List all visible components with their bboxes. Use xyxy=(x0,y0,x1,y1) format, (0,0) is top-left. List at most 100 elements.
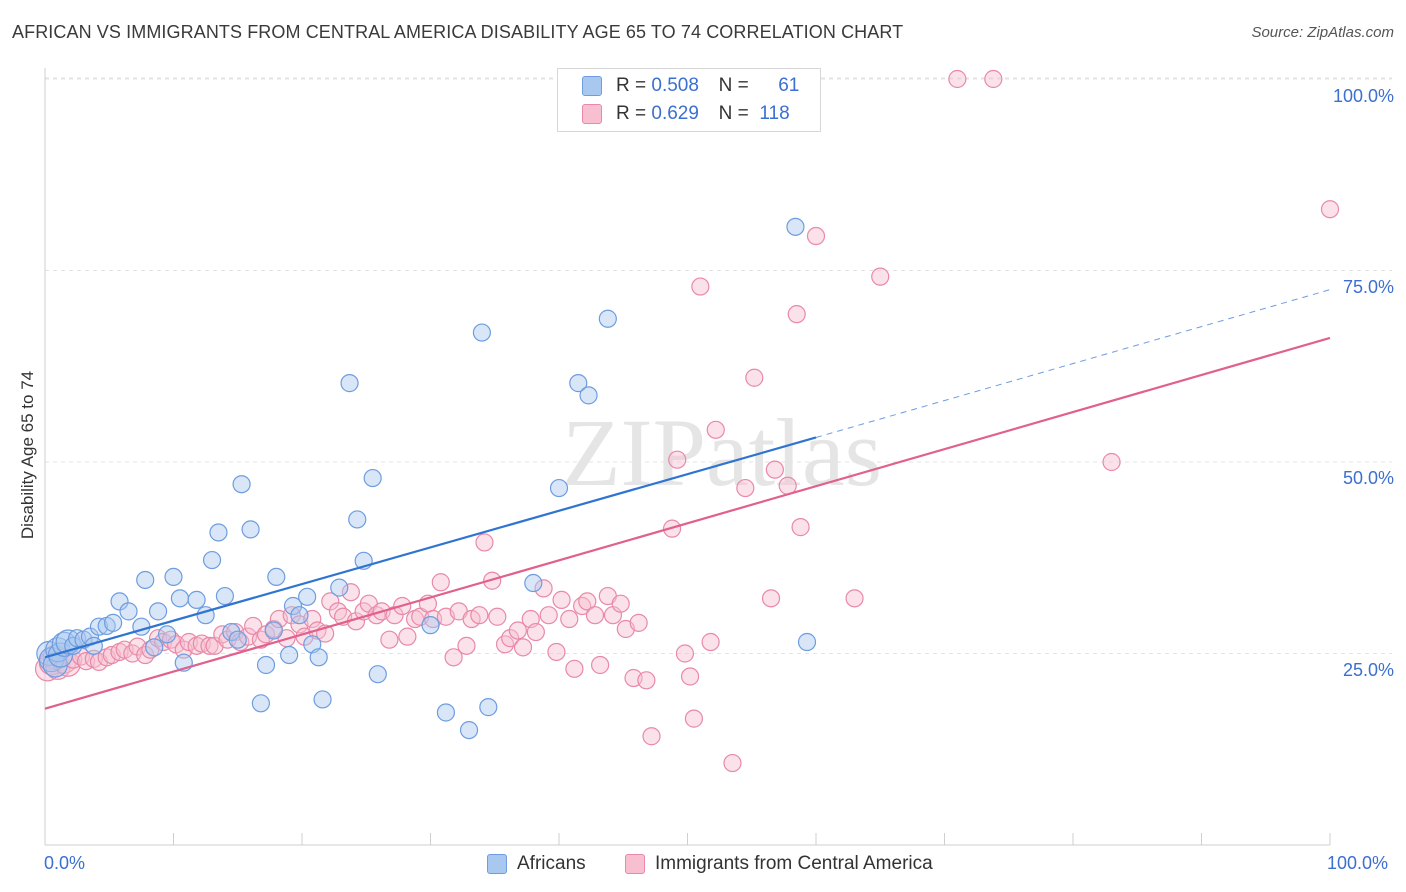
africans-point xyxy=(479,698,498,717)
africans-point xyxy=(797,632,817,652)
immigrants-point xyxy=(508,621,527,640)
africans-point xyxy=(524,573,543,593)
africans-point xyxy=(549,478,569,498)
y-tick-label-100: 100.0% xyxy=(1332,86,1394,106)
africans-point xyxy=(170,589,190,608)
immigrants-point xyxy=(761,589,781,608)
africans-point xyxy=(148,602,168,621)
immigrants-swatch xyxy=(582,104,602,124)
africans-point xyxy=(256,655,276,675)
immigrants-point xyxy=(547,642,566,662)
africans-legend-label: Africans xyxy=(517,853,586,874)
series-layer xyxy=(34,69,1340,773)
immigrants-point xyxy=(578,592,597,611)
stats-legend: R = 0.508 N = 61 R = 0.629 N = 118 xyxy=(557,68,821,132)
africans-point xyxy=(421,616,440,635)
africans-point xyxy=(251,694,270,713)
immigrants-point xyxy=(444,648,463,667)
africans-point xyxy=(145,638,164,657)
africans-swatch xyxy=(582,76,602,96)
africans-point xyxy=(309,648,328,667)
africans-point xyxy=(579,386,598,405)
n-label: N = xyxy=(718,103,749,124)
immigrants-point xyxy=(984,69,1003,89)
immigrants-point xyxy=(244,616,263,636)
immigrants-point xyxy=(282,606,301,625)
africans-point xyxy=(459,720,479,740)
africans-point xyxy=(340,374,359,393)
africans-point xyxy=(119,602,138,621)
immigrants-point xyxy=(675,644,695,663)
immigrants-point xyxy=(398,627,417,646)
immigrants-point xyxy=(380,630,399,649)
n-value: 61 xyxy=(778,75,800,96)
africans-point xyxy=(267,567,286,587)
africans-point xyxy=(136,570,155,590)
immigrants-point xyxy=(565,659,584,678)
africans-point xyxy=(363,468,382,488)
bottom-legend-africans: Africans xyxy=(487,852,586,876)
africans-point xyxy=(298,587,317,606)
africans-point xyxy=(436,703,456,722)
r-value: 0.629 xyxy=(651,103,699,124)
africans-point xyxy=(202,550,222,570)
africans-point xyxy=(187,590,206,609)
africans-point xyxy=(283,596,303,616)
immigrants-point xyxy=(1102,452,1121,472)
africans-trend-extension xyxy=(815,289,1331,438)
immigrants-point xyxy=(552,590,571,609)
immigrants-point xyxy=(321,592,340,611)
immigrants-point xyxy=(200,636,219,655)
immigrants-point xyxy=(637,671,656,690)
immigrants-point xyxy=(513,638,533,657)
x-tick-label-max: 100.0% xyxy=(1327,853,1389,873)
immigrants-point xyxy=(806,226,826,246)
africans-point xyxy=(348,510,367,529)
r-label: R = xyxy=(616,75,647,96)
africans-point xyxy=(290,606,309,625)
bottom-legend-immigrants: Immigrants from Central America xyxy=(625,852,933,876)
immigrants-point xyxy=(845,589,864,608)
stats-legend-row-africans: R = 0.508 N = 61 xyxy=(582,73,799,99)
immigrants-point xyxy=(539,606,558,625)
immigrants-point xyxy=(457,636,476,655)
immigrants-point xyxy=(723,753,742,773)
immigrants-point xyxy=(736,478,755,498)
r-label: R = xyxy=(616,103,647,124)
n-label: N = xyxy=(718,75,749,96)
n-value: 118 xyxy=(759,103,790,124)
immigrants-point xyxy=(706,420,725,439)
immigrants-point xyxy=(341,583,360,602)
africans-point xyxy=(157,625,177,644)
immigrants-point xyxy=(691,277,710,296)
immigrants-point xyxy=(684,709,704,728)
africans-point xyxy=(164,567,183,587)
axis-layer xyxy=(44,68,1331,846)
immigrants-point xyxy=(488,607,507,626)
immigrants-point xyxy=(680,667,700,686)
africans-legend-swatch xyxy=(487,854,507,874)
immigrants-point xyxy=(701,632,720,652)
immigrants-point xyxy=(534,579,553,598)
r-value: 0.508 xyxy=(651,75,699,96)
immigrants-point xyxy=(871,267,890,286)
africans-point xyxy=(110,592,129,611)
y-tick-label-25: 25.0% xyxy=(1342,660,1394,680)
africans-point xyxy=(330,578,349,597)
immigrants-legend-swatch xyxy=(625,854,645,874)
africans-point xyxy=(313,690,332,709)
immigrants-point xyxy=(591,655,610,675)
immigrants-point xyxy=(470,606,489,625)
immigrants-legend-label: Immigrants from Central America xyxy=(655,853,933,874)
africans-point xyxy=(368,665,387,684)
immigrants-point xyxy=(585,606,605,625)
africans-point xyxy=(569,374,588,393)
africans-point xyxy=(472,323,491,342)
y-tick-label-50: 50.0% xyxy=(1342,468,1394,488)
watermark: ZIPatlas xyxy=(562,399,882,506)
africans-point xyxy=(232,475,251,494)
africans-point xyxy=(241,520,260,539)
trend-layer xyxy=(44,289,1331,710)
africans-trend-line xyxy=(44,436,817,659)
